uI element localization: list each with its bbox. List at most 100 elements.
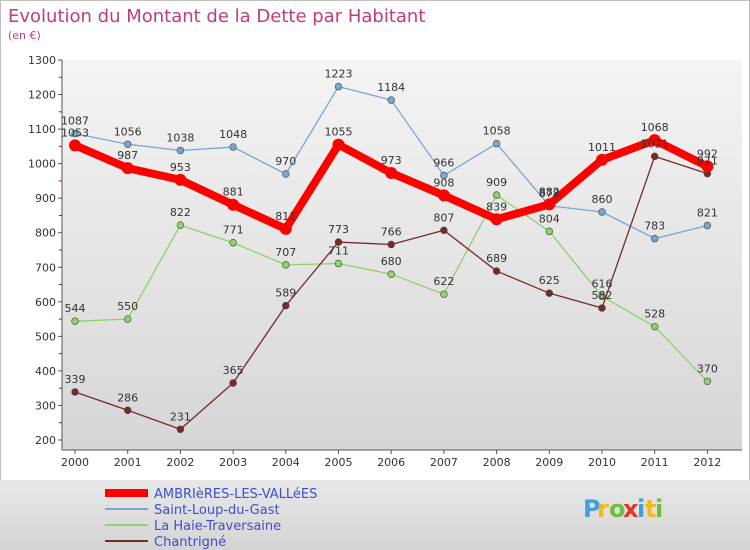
data-point [437,189,450,202]
data-label: 953 [170,161,191,174]
data-point [490,213,503,226]
data-point [121,162,134,175]
data-point [282,261,290,269]
data-label: 528 [644,308,665,321]
data-label: 231 [170,410,191,423]
data-label: 1058 [483,125,511,138]
data-label: 804 [539,212,560,225]
data-point [598,208,606,216]
x-tick-label: 2003 [219,456,247,469]
data-label: 908 [433,176,454,189]
y-tick-label: 700 [35,261,56,274]
data-label: 878 [539,187,560,200]
data-label: 707 [275,246,296,259]
data-label: 966 [433,156,454,169]
chart-subtitle: (en €) [8,29,41,42]
data-point [227,198,240,211]
logo-letter: i [655,495,663,523]
data-label: 881 [223,186,244,199]
y-tick-label: 1000 [28,158,56,171]
data-point [492,139,501,148]
data-point [174,173,187,186]
data-point [650,152,659,161]
data-point [279,222,292,235]
data-point [387,96,395,104]
data-label: 909 [486,176,507,189]
data-point [334,82,343,91]
data-label: 550 [117,300,138,313]
y-tick-label: 200 [35,434,56,447]
data-label: 822 [170,206,191,219]
data-point [334,259,343,268]
data-point [282,170,290,178]
logo-letter: o [609,495,626,523]
data-point [176,221,185,229]
y-tick-label: 1300 [28,54,56,67]
data-point [387,240,395,249]
data-point [229,239,237,247]
data-point [543,198,556,211]
data-label: 589 [275,287,296,300]
data-label: 771 [223,224,244,237]
logo-letter: P [583,495,601,523]
data-point [123,315,132,323]
legend-label: Saint-Loup-du-Gast [154,503,280,518]
data-point [492,267,501,275]
data-label: 1087 [61,115,89,128]
legend: AMBRIèRES-LES-VALLéESSaint-Loup-du-GastL… [105,487,317,550]
y-tick-label: 600 [35,296,56,309]
logo-letter: i [637,495,645,523]
y-tick-label: 1200 [28,89,56,102]
data-point [596,153,608,166]
data-label: 370 [697,362,718,375]
series-4 [71,152,712,433]
data-point [229,379,237,387]
data-label: 882 [539,185,560,198]
y-tick-label: 1100 [28,123,56,136]
data-label: 711 [328,244,349,257]
data-label: 971 [697,155,718,168]
data-point [492,191,501,199]
x-tick-label: 2005 [325,456,353,469]
x-tick-label: 2001 [114,456,142,469]
data-point [648,134,661,147]
x-tick-label: 2011 [641,456,669,469]
data-label: 987 [117,149,138,162]
data-label: 973 [381,154,402,167]
data-point [71,388,79,396]
data-point [229,143,237,151]
data-label: 365 [223,364,244,377]
data-label: 992 [697,147,718,160]
x-tick-label: 2007 [430,456,458,469]
data-label: 286 [117,391,138,404]
chart-title: Evolution du Montant de la Dette par Hab… [8,6,425,27]
x-tick-label: 2004 [272,456,300,469]
x-tick-label: 2008 [483,456,511,469]
y-tick-label: 800 [35,227,56,240]
data-point [598,304,606,312]
x-tick-label: 2006 [377,456,405,469]
data-label: 1223 [325,68,353,81]
legend-label: La Haie-Traversaine [154,519,281,534]
data-label: 689 [486,252,507,265]
x-tick-label: 2010 [588,456,616,469]
proxiti-logo: Pr oxi ti [583,495,663,523]
logo-letter: r [597,495,609,523]
data-label: 582 [592,289,613,302]
data-label: 622 [433,275,454,288]
data-point [334,238,343,246]
data-point [176,146,185,155]
data-point [440,290,448,298]
data-label: 1011 [588,141,616,154]
data-point [650,322,659,331]
data-label: 680 [381,255,402,268]
data-label: 339 [65,373,86,386]
data-label: 625 [539,274,560,287]
data-point [650,234,659,243]
series-3 [71,191,712,385]
data-point [703,377,712,385]
data-label: 821 [697,206,718,219]
data-label: 773 [328,223,349,236]
logo-letter: t [645,495,656,523]
